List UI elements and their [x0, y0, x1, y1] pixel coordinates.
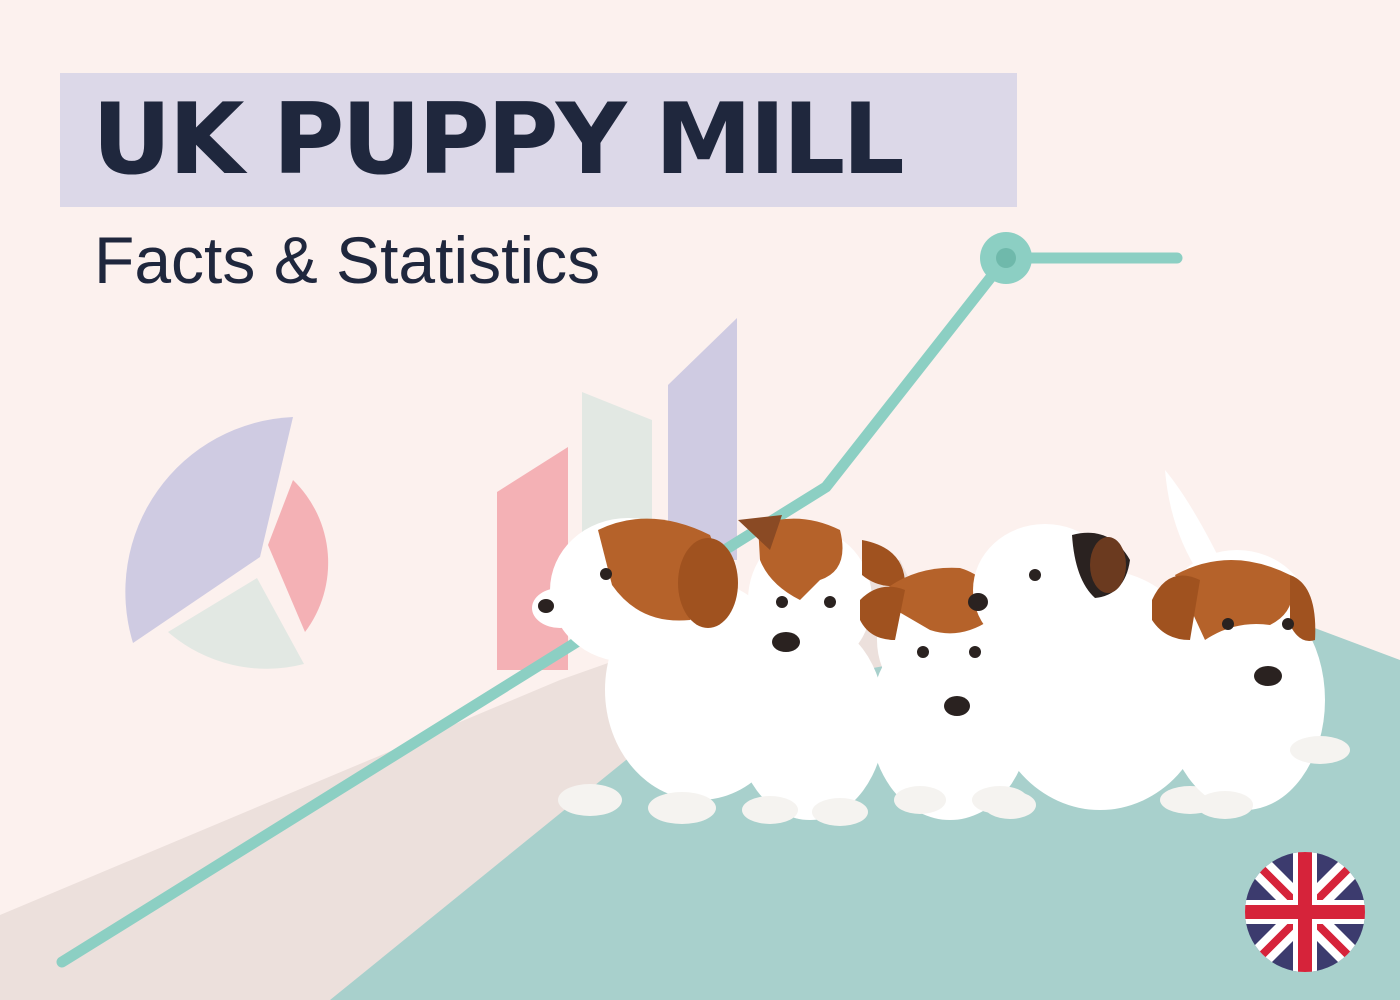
puppy-5: [1152, 470, 1350, 819]
uk-flag-icon: [1245, 852, 1365, 972]
page-title: UK PUPPY MILL: [92, 83, 905, 197]
pie-chart-icon: [125, 417, 329, 669]
five-puppies-image: [532, 470, 1350, 826]
trend-line-icon: [56, 232, 1183, 968]
puppy-1: [532, 518, 795, 824]
page-subtitle: Facts & Statistics: [94, 223, 601, 297]
puppy-3: [860, 567, 1036, 820]
puppy-2: [735, 515, 905, 826]
title-highlight: [60, 73, 1017, 207]
